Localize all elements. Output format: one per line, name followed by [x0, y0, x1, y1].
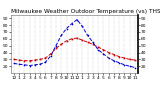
Text: Milwaukee Weather Outdoor Temperature (vs) THSW Index per Hour (Last 24 Hours): Milwaukee Weather Outdoor Temperature (v…	[11, 9, 160, 14]
